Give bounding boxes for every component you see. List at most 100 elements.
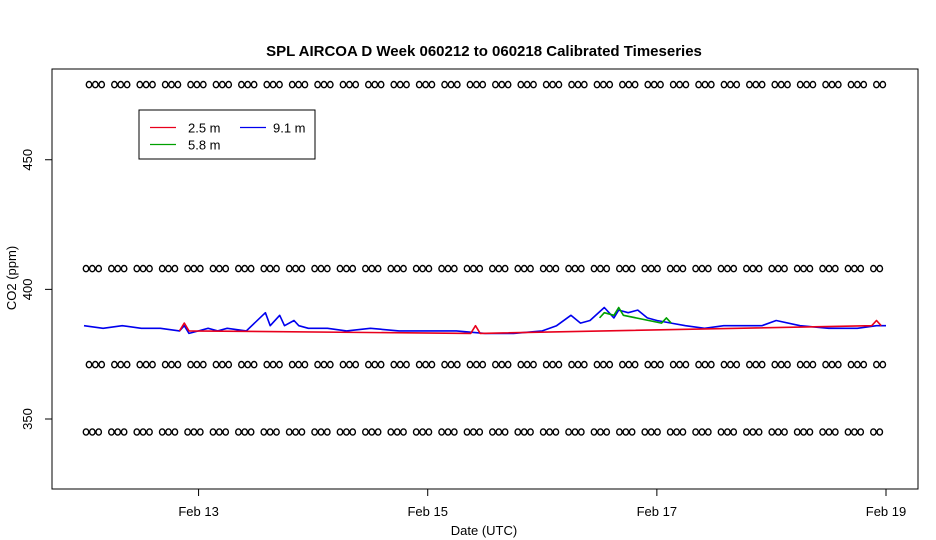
calibration-marker xyxy=(82,264,90,273)
calibration-marker xyxy=(387,264,395,273)
calibration-marker xyxy=(196,264,204,273)
calibration-marker xyxy=(727,360,734,369)
calibration-marker xyxy=(644,360,652,369)
calibration-marker xyxy=(669,360,677,369)
calibration-marker xyxy=(831,428,839,436)
calibration-marker xyxy=(555,80,563,89)
calibration-marker xyxy=(190,428,198,436)
calibration-marker xyxy=(619,80,626,89)
calibration-marker xyxy=(568,80,575,89)
calibration-marker xyxy=(190,264,198,273)
calibration-marker xyxy=(133,264,141,273)
calibration-marker xyxy=(263,360,271,369)
calibration-marker xyxy=(860,360,868,369)
calibration-marker xyxy=(82,428,90,436)
calibration-marker xyxy=(244,360,252,369)
calibration-marker xyxy=(476,428,484,436)
calibration-marker xyxy=(193,360,201,369)
calibration-marker xyxy=(654,428,661,436)
calibration-marker xyxy=(692,264,699,273)
calibration-marker xyxy=(834,80,842,89)
calibration-marker xyxy=(743,264,750,273)
calibration-marker xyxy=(241,264,249,273)
calibration-marker xyxy=(539,428,547,436)
x-axis-label: Date (UTC) xyxy=(451,523,517,538)
calibration-marker xyxy=(292,428,299,436)
calibration-marker xyxy=(597,264,604,273)
calibration-marker xyxy=(400,264,407,273)
calibration-marker xyxy=(250,80,258,89)
calibration-marker xyxy=(692,428,699,436)
calibration-marker xyxy=(698,428,706,436)
series-lines xyxy=(83,306,886,335)
calibration-marker xyxy=(523,80,531,89)
calibration-marker xyxy=(682,80,690,89)
calibration-marker xyxy=(453,360,461,369)
calibration-marker xyxy=(419,428,426,436)
calibration-marker xyxy=(555,360,563,369)
calibration-marker xyxy=(514,428,522,436)
calibration-marker xyxy=(831,264,839,273)
calibration-marker xyxy=(222,428,230,436)
calibration-marker xyxy=(597,428,604,436)
calibration-marker xyxy=(501,428,509,436)
calibration-marker xyxy=(199,360,207,369)
calibration-marker xyxy=(187,80,195,89)
calibration-marker xyxy=(574,360,582,369)
calibration-marker xyxy=(669,80,677,89)
calibration-marker xyxy=(361,428,369,436)
calibration-marker xyxy=(425,264,433,273)
calibration-marker xyxy=(857,428,865,436)
calibration-marker xyxy=(244,80,252,89)
calibration-marker xyxy=(701,80,709,89)
calibration-marker xyxy=(146,264,153,273)
calibration-marker xyxy=(809,80,817,89)
calibration-marker xyxy=(504,80,512,89)
calibration-marker xyxy=(349,428,357,436)
calibration-marker xyxy=(158,428,166,436)
y-tick-label: 350 xyxy=(20,408,35,430)
calibration-marker xyxy=(546,264,553,273)
calibration-marker xyxy=(184,264,192,273)
calibration-marker xyxy=(422,80,429,89)
calibration-marker xyxy=(311,264,318,273)
calibration-marker xyxy=(393,428,401,436)
calibration-marker xyxy=(590,264,598,273)
calibration-marker xyxy=(393,264,401,273)
calibration-marker xyxy=(803,360,810,369)
calibration-marker xyxy=(673,264,680,273)
calibration-marker xyxy=(422,360,429,369)
calibration-marker xyxy=(438,428,445,436)
calibration-marker xyxy=(784,80,791,89)
calibration-marker xyxy=(342,428,350,436)
legend: 2.5 m 5.8 m 9.1 m xyxy=(138,109,316,160)
calibration-marker xyxy=(364,80,372,89)
calibration-marker xyxy=(415,80,423,89)
calibration-marker xyxy=(758,80,766,89)
calibration-marker xyxy=(771,360,779,369)
calibration-marker xyxy=(187,360,195,369)
calibration-marker xyxy=(91,80,99,89)
calibration-marker xyxy=(352,80,360,89)
calibration-marker xyxy=(415,360,423,369)
calibration-marker xyxy=(600,80,607,89)
calibration-marker xyxy=(412,428,420,436)
calibration-marker xyxy=(479,80,487,89)
calibration-marker xyxy=(142,80,150,89)
calibration-marker xyxy=(488,428,496,436)
calibration-marker xyxy=(247,264,255,273)
calibration-marker xyxy=(647,264,655,273)
calibration-marker xyxy=(374,264,382,273)
calibration-marker xyxy=(425,428,433,436)
calibration-marker xyxy=(574,80,582,89)
calibration-marker xyxy=(549,360,556,369)
calibration-marker xyxy=(168,80,175,89)
calibration-marker xyxy=(768,428,776,436)
calibration-marker xyxy=(193,80,201,89)
calibration-marker xyxy=(530,80,537,89)
calibration-marker xyxy=(317,428,325,436)
calibration-marker xyxy=(466,80,474,89)
calibration-marker xyxy=(266,264,274,273)
calibration-marker xyxy=(123,360,131,369)
calibration-marker xyxy=(292,264,299,273)
